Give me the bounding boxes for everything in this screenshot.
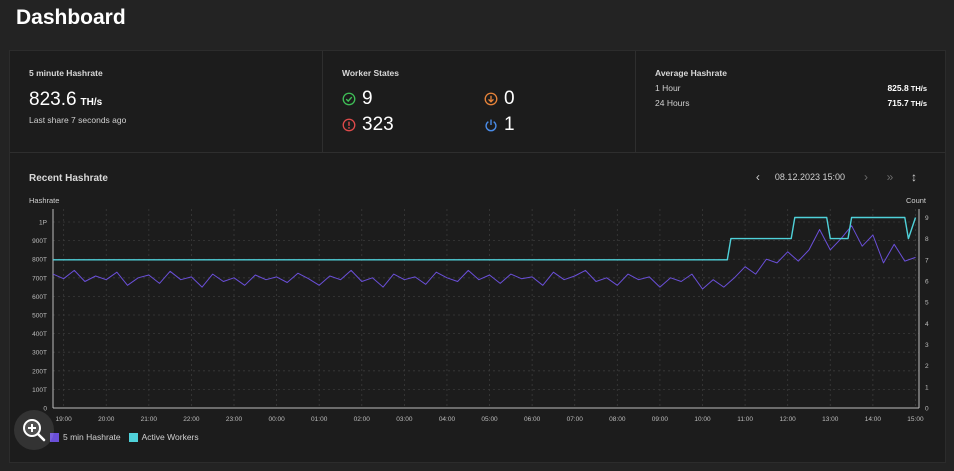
average-hashrate-card: Average Hashrate 1 Hour 825.8 TH/s 24 Hou… <box>635 51 945 152</box>
y-left-tick-label: 0 <box>43 406 47 413</box>
y-left-tick-label: 600T <box>32 294 47 301</box>
y-right-tick-label: 7 <box>925 257 929 264</box>
hashrate-chart: 0 100T 200T 300T 400T 500T 600T 700T 800T 900T 1P 0… <box>32 209 929 423</box>
x-tick-label: 05:00 <box>481 416 498 423</box>
y-left-tick-label: 200T <box>32 368 47 375</box>
workers-warning-count: 0 <box>504 88 515 109</box>
x-tick-label: 09:00 <box>652 416 669 423</box>
prev-period-button[interactable]: ‹ <box>755 170 760 184</box>
y-left-tick-label: 1P <box>39 220 47 227</box>
x-tick-label: 08:00 <box>609 416 626 423</box>
x-tick-label: 23:00 <box>226 416 243 423</box>
y-left-tick-label: 500T <box>32 313 47 320</box>
x-tick-label: 22:00 <box>183 416 200 423</box>
workers-active-count: 9 <box>362 88 373 109</box>
y-right-tick-label: 6 <box>925 278 929 285</box>
y-left-tick-label: 400T <box>32 331 47 338</box>
power-icon <box>485 119 497 132</box>
y-left-tick-label: 300T <box>32 350 47 357</box>
x-tick-label: 00:00 <box>268 416 285 423</box>
x-tick-label: 12:00 <box>780 416 797 423</box>
y-left-tick-label: 900T <box>32 238 47 245</box>
y-left-axis-title: Hashrate <box>29 196 60 205</box>
x-tick-label: 01:00 <box>311 416 328 423</box>
x-tick-label: 03:00 <box>396 416 413 423</box>
legend-hashrate[interactable]: 5 min Hashrate <box>50 432 121 442</box>
last-period-button[interactable]: » <box>886 170 894 184</box>
legend-active-workers-swatch <box>128 432 138 442</box>
y-right-tick-label: 9 <box>925 215 929 222</box>
x-tick-label: 13:00 <box>822 416 839 423</box>
y-left-tick-label: 700T <box>32 275 47 282</box>
y-right-axis-title: Count <box>905 196 926 205</box>
y-left-tick-label: 800T <box>32 257 47 264</box>
legend-active-workers-label: Active Workers <box>141 432 199 442</box>
worker-states-title: Worker States <box>342 68 400 78</box>
avg-value-1h: 825.8 TH/s <box>887 83 927 93</box>
alert-circle-icon <box>342 118 356 132</box>
x-tick-label: 11:00 <box>737 416 753 423</box>
chart-controls: ‹ 08.12.2023 15:00 › » ↕ <box>749 170 923 184</box>
check-circle-icon <box>342 92 356 106</box>
average-hashrate-title: Average Hashrate <box>655 68 727 78</box>
workers-offline-count: 1 <box>504 114 515 135</box>
y-left-tick-label: 100T <box>32 387 47 394</box>
workers-error-count: 323 <box>362 114 394 135</box>
arrow-down-circle-icon <box>484 92 498 106</box>
legend-hashrate-label: 5 min Hashrate <box>63 432 121 442</box>
avg-row-1h: 1 Hour 825.8 TH/s <box>655 83 927 93</box>
x-tick-label: 04:00 <box>439 416 456 423</box>
workers-error[interactable]: 323 <box>342 114 394 136</box>
workers-warning[interactable]: 0 <box>484 88 515 110</box>
x-tick-label: 21:00 <box>141 416 158 423</box>
zoom-in-icon <box>23 419 46 442</box>
x-tick-label: 20:00 <box>98 416 115 423</box>
hashrate-unit: TH/s <box>80 97 103 108</box>
avg-value-24h: 715.7 TH/s <box>887 98 927 108</box>
hashrate-value: 823.6 TH/s <box>29 89 102 111</box>
y-right-tick-label: 1 <box>925 384 929 391</box>
legend-hashrate-swatch <box>50 432 59 442</box>
chart-legend: 5 min Hashrate Active Workers <box>50 432 207 442</box>
chart-date: 08.12.2023 15:00 <box>774 172 845 182</box>
avg-label-24h: 24 Hours <box>655 98 690 108</box>
hashrate-card-title: 5 minute Hashrate <box>29 68 103 78</box>
y-right-tick-label: 0 <box>925 406 929 413</box>
y-right-tick-label: 5 <box>925 300 929 307</box>
active-workers-series-line <box>53 216 917 261</box>
workers-offline[interactable]: 1 <box>484 114 515 136</box>
x-tick-label: 19:00 <box>56 416 73 423</box>
legend-active-workers[interactable]: Active Workers <box>128 432 199 442</box>
hashrate-number: 823.6 <box>29 89 77 110</box>
dashboard-panel: 5 minute Hashrate 823.6 TH/s Last share 7… <box>9 50 946 463</box>
x-tick-label: 02:00 <box>354 416 371 423</box>
y-right-tick-label: 8 <box>925 236 929 243</box>
zoom-button[interactable] <box>14 410 54 450</box>
page-title: Dashboard <box>16 6 126 29</box>
next-period-button[interactable]: › <box>864 170 868 184</box>
hashrate-series-line <box>52 225 916 290</box>
y-right-tick-label: 4 <box>925 321 929 328</box>
y-right-tick-label: 2 <box>925 363 929 370</box>
y-right-tick-label: 3 <box>925 342 929 349</box>
x-tick-label: 06:00 <box>524 416 541 423</box>
last-share-text: Last share 7 seconds ago <box>29 115 127 125</box>
worker-states-card: Worker States 9 0 <box>322 51 635 152</box>
avg-label-1h: 1 Hour <box>655 83 681 93</box>
hashrate-card: 5 minute Hashrate 823.6 TH/s Last share 7… <box>10 51 322 152</box>
sort-button[interactable]: ↕ <box>911 170 917 184</box>
x-tick-label: 10:00 <box>694 416 711 423</box>
workers-active[interactable]: 9 <box>342 88 373 110</box>
x-tick-label: 15:00 <box>907 416 924 423</box>
avg-row-24h: 24 Hours 715.7 TH/s <box>655 98 927 108</box>
x-tick-label: 07:00 <box>567 416 584 423</box>
stats-row: 5 minute Hashrate 823.6 TH/s Last share 7… <box>10 51 945 153</box>
x-tick-label: 14:00 <box>865 416 882 423</box>
recent-hashrate-title: Recent Hashrate <box>29 173 108 184</box>
